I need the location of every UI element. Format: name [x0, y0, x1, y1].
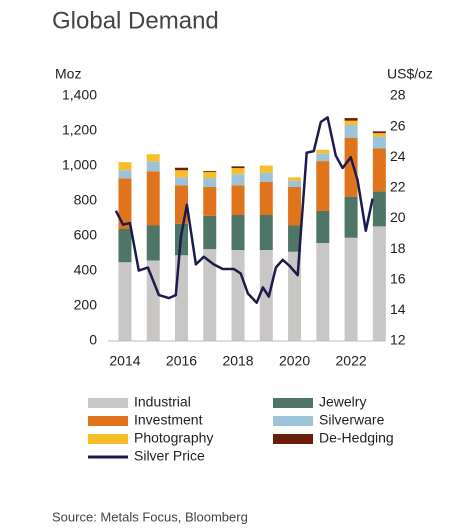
chart-title: Global Demand [52, 7, 219, 34]
y-tick-label: 1,400 [62, 87, 97, 103]
y2-tick-label: 22 [390, 179, 406, 195]
y2-tick-label: 28 [390, 87, 406, 103]
y-tick-label: 800 [74, 192, 98, 208]
bar-segment [344, 196, 358, 238]
bar-segment [203, 187, 217, 216]
bar-segment [231, 215, 245, 250]
bar-segment [203, 215, 217, 250]
bar-segment [174, 177, 188, 186]
legend-label: Photography [134, 430, 213, 446]
bar-segment [372, 133, 386, 137]
y-tick-label: 1,000 [62, 157, 97, 173]
y-tick-label: 400 [74, 262, 98, 278]
bar-segment [372, 136, 386, 149]
y2-axis-label: US$/oz [387, 66, 433, 82]
y2-tick-label: 18 [390, 240, 406, 256]
legend-swatch [88, 398, 128, 408]
bar-segment [231, 166, 245, 169]
bar-segment [203, 171, 217, 172]
bar-segment [344, 125, 358, 138]
bar-segment [316, 161, 330, 211]
y-tick-label: 1,200 [62, 122, 97, 138]
bar-segment [288, 225, 302, 252]
y2-tick-label: 20 [390, 209, 406, 225]
bar-segment [146, 225, 160, 261]
y-tick-label: 600 [74, 227, 98, 243]
x-tick-label: 2018 [222, 353, 253, 369]
price-line [114, 116, 374, 304]
bar-segment [118, 162, 132, 171]
bar-segment [231, 174, 245, 186]
bar-segment [344, 237, 358, 341]
bar-segment [372, 191, 386, 227]
bar-segment [288, 187, 302, 226]
legend-label: Investment [134, 412, 203, 428]
legend-swatch [273, 434, 313, 444]
bar-segment [118, 229, 132, 263]
x-tick-label: 2022 [336, 353, 367, 369]
bar-segment [316, 210, 330, 243]
y-tick-label: 200 [74, 297, 98, 313]
x-tick-label: 2020 [279, 353, 310, 369]
bar-segment [344, 138, 358, 197]
bar-segment [344, 118, 358, 121]
bar-segment [259, 172, 273, 182]
y2-tick-label: 12 [390, 332, 406, 348]
bar-segment [288, 177, 302, 181]
bar-segment [174, 167, 188, 171]
bar-segment [372, 148, 386, 192]
y2-tick-label: 16 [390, 270, 406, 286]
bar-segment [118, 170, 132, 179]
x-tick-label: 2014 [109, 353, 140, 369]
bar-segment [118, 178, 132, 229]
bar-segment [372, 131, 386, 134]
legend-label: De-Hedging [319, 430, 394, 446]
bar-segment [203, 171, 217, 179]
bar-segment [259, 215, 273, 250]
x-tick-label: 2016 [166, 353, 197, 369]
y2-tick-label: 14 [390, 301, 406, 317]
bar-segment [316, 149, 330, 154]
bar-segment [146, 154, 160, 162]
bar-segment [288, 180, 302, 187]
legend-label: Industrial [134, 394, 191, 410]
bar-segment [231, 250, 245, 341]
y-tick-label: 0 [89, 332, 97, 348]
bar-segment [231, 185, 245, 215]
legend-swatch [273, 398, 313, 408]
y-axis-label: Moz [55, 66, 81, 82]
bar-segment [259, 181, 273, 215]
legend-label: Silver Price [134, 448, 205, 464]
bar-segment [259, 165, 273, 173]
bar-segment [146, 260, 160, 341]
y2-tick-label: 26 [390, 117, 406, 133]
bar-segment [203, 249, 217, 341]
bar-segment [118, 262, 132, 341]
bar-segment [316, 243, 330, 341]
y2-tick-label: 24 [390, 148, 406, 164]
legend-label: Silverware [319, 412, 385, 428]
legend-swatch [273, 416, 313, 426]
bar-segment [146, 171, 160, 226]
bar-segment [372, 226, 386, 341]
bar-segment [203, 178, 217, 187]
bar-segment [259, 250, 273, 341]
source-note: Source: Metals Focus, Bloomberg [52, 509, 248, 524]
legend-label: Jewelry [319, 394, 366, 410]
bar-segment [344, 120, 358, 126]
bar-segment [174, 170, 188, 178]
bar-segment [146, 161, 160, 172]
bar-segment [316, 153, 330, 162]
legend-swatch [88, 434, 128, 444]
legend-swatch [88, 416, 128, 426]
bar-segment [231, 168, 245, 175]
